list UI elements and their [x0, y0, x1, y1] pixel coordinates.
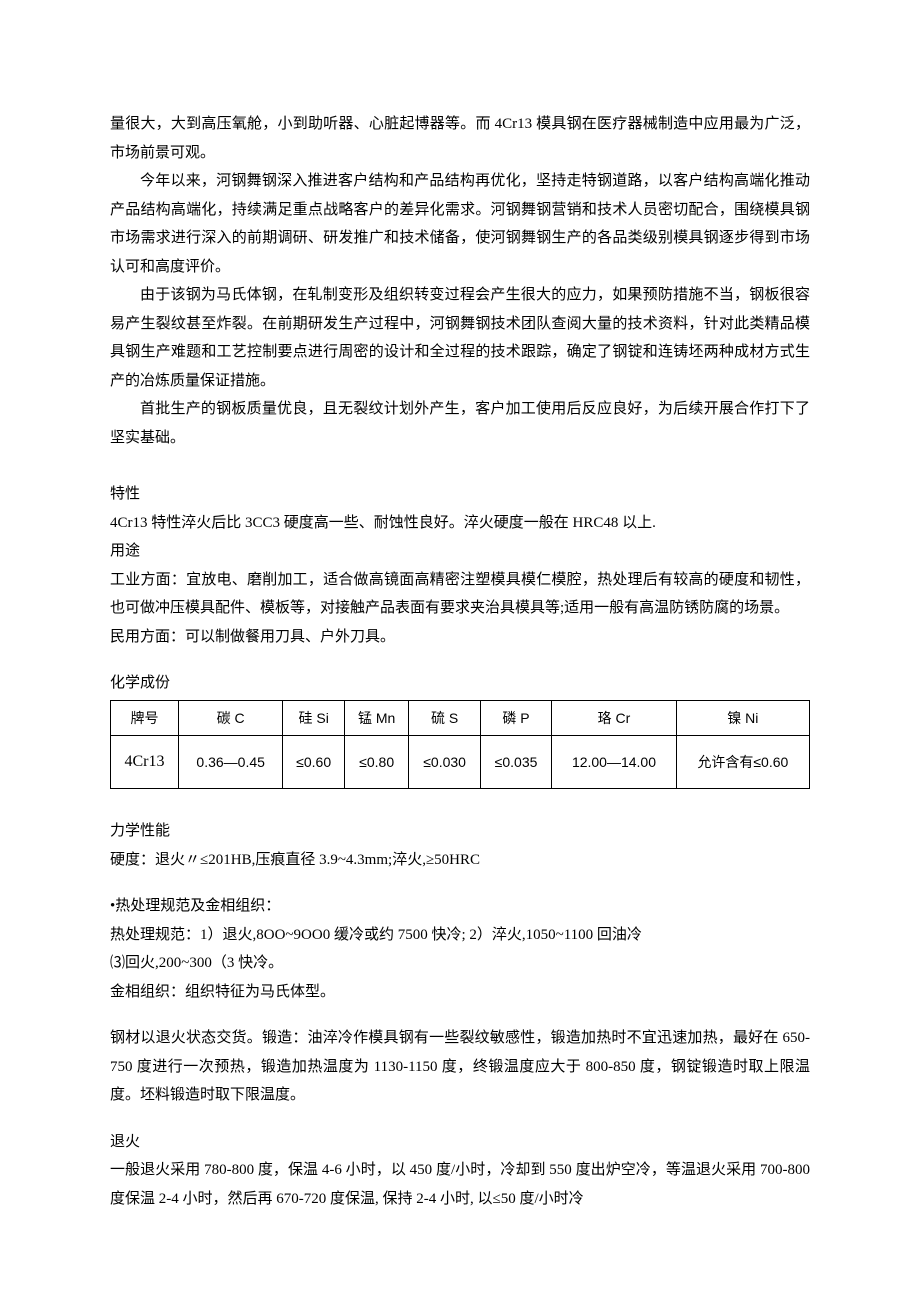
table-header-row: 牌号 碳 C 硅 Si 锰 Mn 硫 S 磷 P 珞 Cr 镍 Ni	[111, 700, 810, 736]
td-ni: 允许含有≤0.60	[676, 736, 809, 789]
th-mn: 锰 Mn	[344, 700, 409, 736]
td-grade: 4Cr13	[111, 736, 179, 789]
th-c: 碳 C	[178, 700, 282, 736]
th-ni: 镍 Ni	[676, 700, 809, 736]
heading-rechuli: •热处理规范及金相组织：	[110, 892, 810, 921]
composition-table: 牌号 碳 C 硅 Si 锰 Mn 硫 S 磷 P 珞 Cr 镍 Ni 4Cr13…	[110, 700, 810, 790]
heading-texing: 特性	[110, 480, 810, 509]
td-s: ≤0.030	[409, 736, 480, 789]
heading-tuihuo: 退火	[110, 1128, 810, 1157]
lixue-body: 硬度：退火〃≤201HB,压痕直径 3.9~4.3mm;淬火,≥50HRC	[110, 846, 810, 875]
th-p: 磷 P	[480, 700, 551, 736]
th-grade: 牌号	[111, 700, 179, 736]
td-p: ≤0.035	[480, 736, 551, 789]
td-cr: 12.00—14.00	[552, 736, 676, 789]
rechuli-body-3: 金相组织：组织特征为马氏体型。	[110, 978, 810, 1007]
heading-yongtu: 用途	[110, 537, 810, 566]
th-si: 硅 Si	[283, 700, 344, 736]
heading-lixue: 力学性能	[110, 817, 810, 846]
td-c: 0.36—0.45	[178, 736, 282, 789]
heading-huaxue: 化学成份	[110, 669, 810, 698]
paragraph-3: 由于该钢为马氏体钢，在轧制变形及组织转变过程会产生很大的应力，如果预防措施不当，…	[110, 281, 810, 395]
paragraph-2: 今年以来，河钢舞钢深入推进客户结构和产品结构再优化，坚持走特钢道路，以客户结构高…	[110, 167, 810, 281]
table-data-row: 4Cr13 0.36—0.45 ≤0.60 ≤0.80 ≤0.030 ≤0.03…	[111, 736, 810, 789]
yongtu-body-2: 民用方面：可以制做餐用刀具、户外刀具。	[110, 623, 810, 652]
paragraph-1: 量很大，大到高压氧舱，小到助听器、心脏起博器等。而 4Cr13 模具钢在医疗器械…	[110, 110, 810, 167]
td-mn: ≤0.80	[344, 736, 409, 789]
paragraph-4: 首批生产的钢板质量优良，且无裂纹计划外产生，客户加工使用后反应良好，为后续开展合…	[110, 395, 810, 452]
td-si: ≤0.60	[283, 736, 344, 789]
forge-body: 钢材以退火状态交货。锻造：油淬冷作模具钢有一些裂纹敏感性，锻造加热时不宜迅速加热…	[110, 1024, 810, 1110]
yongtu-body-1: 工业方面：宜放电、磨削加工，适合做高镜面高精密注塑模具模仁模腔，热处理后有较高的…	[110, 566, 810, 623]
tuihuo-body: 一般退火采用 780-800 度，保温 4-6 小时，以 450 度/小时，冷却…	[110, 1156, 810, 1213]
th-s: 硫 S	[409, 700, 480, 736]
th-cr: 珞 Cr	[552, 700, 676, 736]
rechuli-body-1: 热处理规范：1）退火,8OO~9OO0 缓冷或约 7500 快冷; 2）淬火,1…	[110, 921, 810, 950]
rechuli-body-2: ⑶回火,200~300（3 快冷。	[110, 949, 810, 978]
texing-body: 4Cr13 特性淬火后比 3CC3 硬度高一些、耐蚀性良好。淬火硬度一般在 HR…	[110, 509, 810, 538]
